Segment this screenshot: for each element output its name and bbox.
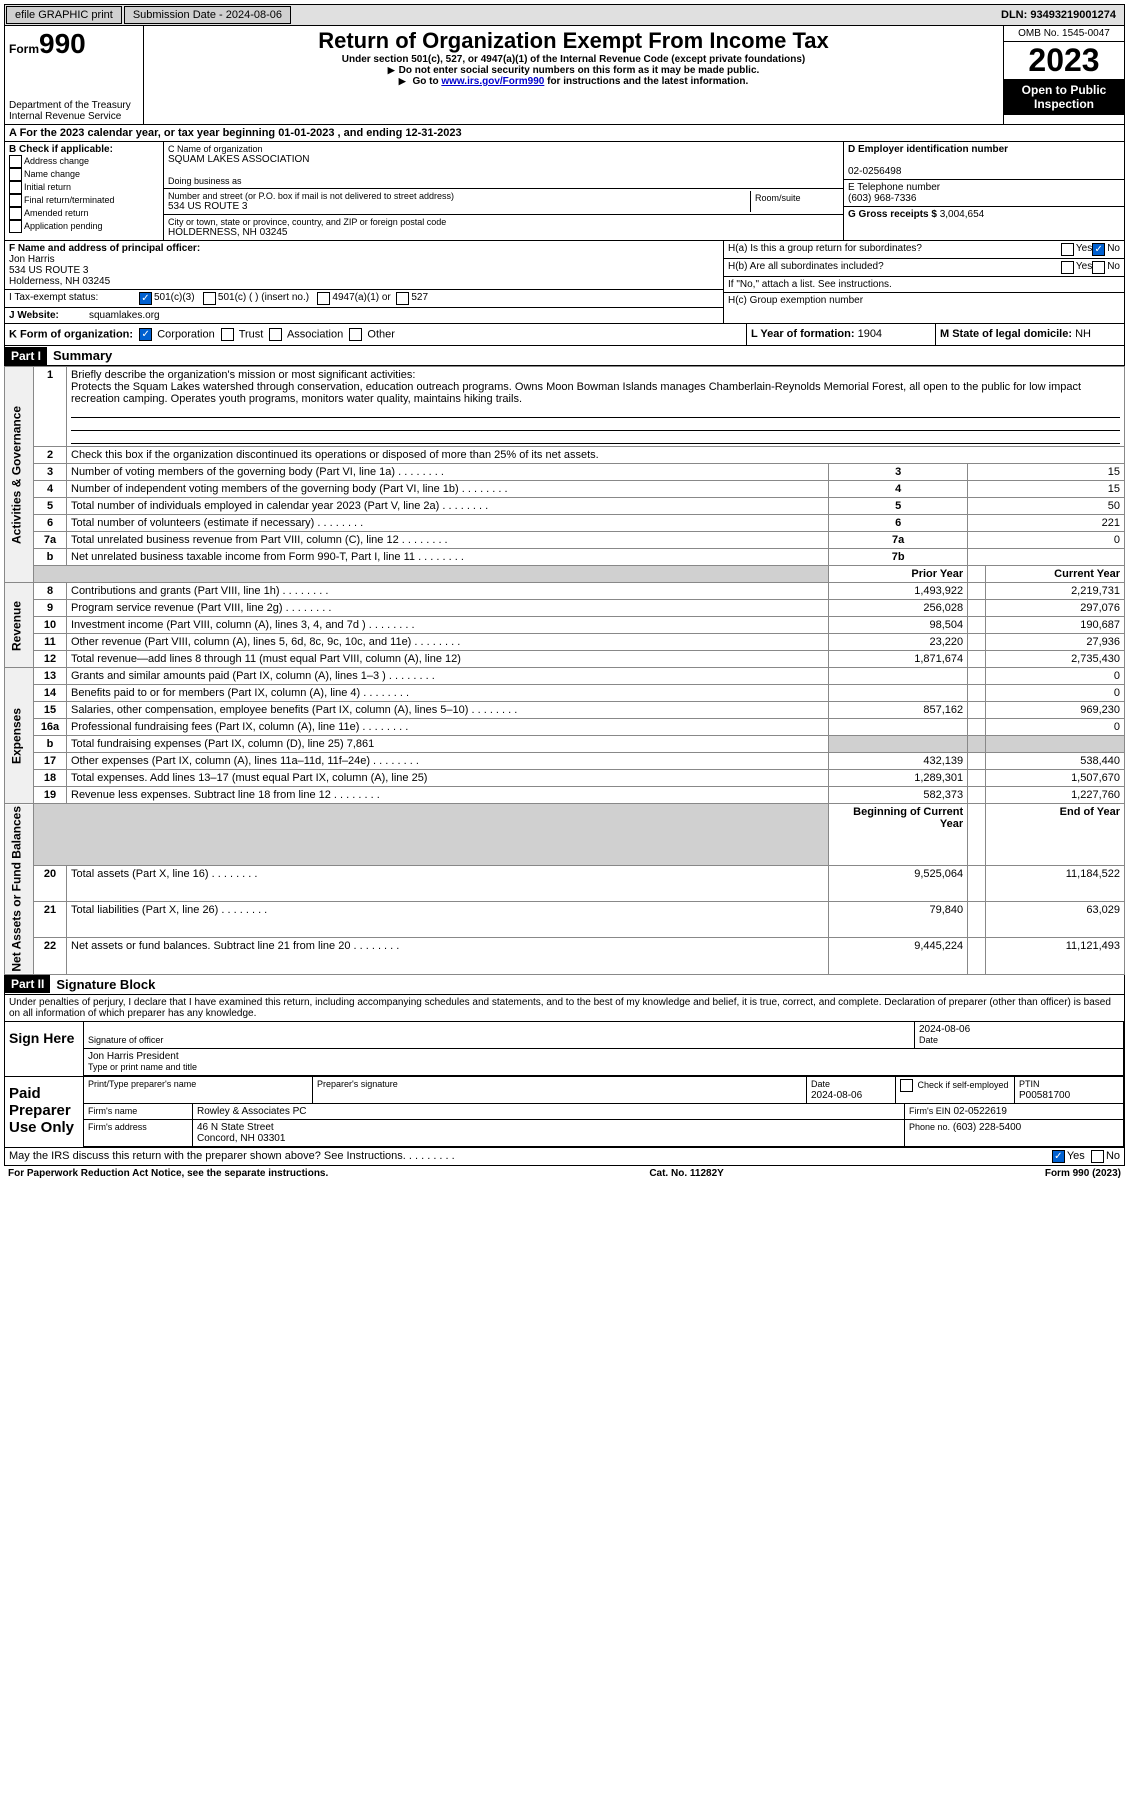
gross-receipts: 3,004,654 (940, 209, 985, 220)
line5-val: 50 (968, 498, 1125, 515)
501c3-checkbox[interactable]: ✓ (139, 292, 152, 305)
ha-yes-checkbox[interactable] (1061, 243, 1074, 256)
self-employed-checkbox[interactable] (900, 1079, 913, 1092)
exp-sidelabel: Expenses (5, 668, 34, 804)
top-bar: efile GRAPHIC print Submission Date - 20… (4, 4, 1125, 26)
ha-no-checkbox[interactable]: ✓ (1092, 243, 1105, 256)
line7b-val (968, 549, 1125, 566)
form-label: Form (9, 42, 39, 56)
amended-return-checkbox[interactable] (9, 207, 22, 220)
efile-button[interactable]: efile GRAPHIC print (6, 6, 122, 24)
city: HOLDERNESS, NH 03245 (168, 227, 839, 238)
subtitle-1: Under section 501(c), 527, or 4947(a)(1)… (148, 54, 999, 65)
officer-name: Jon Harris (9, 254, 55, 265)
year-box: OMB No. 1545-0047 2023 Open to Public In… (1003, 26, 1124, 124)
block-b: B Check if applicable: Address change Na… (5, 142, 164, 240)
ptin: P00581700 (1019, 1090, 1070, 1101)
firm-name: Rowley & Associates PC (193, 1104, 905, 1119)
tax-year: 2023 (1004, 42, 1124, 79)
subtitle-3: Go to www.irs.gov/Form990 for instructio… (148, 76, 999, 87)
street: 534 US ROUTE 3 (168, 201, 750, 212)
discuss-yes-checkbox[interactable]: ✓ (1052, 1150, 1065, 1163)
discuss-no-checkbox[interactable] (1091, 1150, 1104, 1163)
website: squamlakes.org (89, 310, 160, 321)
paid-preparer-block: Paid Preparer Use Only Print/Type prepar… (4, 1077, 1125, 1148)
line3-val: 15 (968, 464, 1125, 481)
form-title: Return of Organization Exempt From Incom… (148, 28, 999, 54)
assoc-checkbox[interactable] (269, 328, 282, 341)
summary-table: Activities & Governance 1 Briefly descri… (4, 366, 1125, 975)
form-id-box: Form990 Department of the Treasury Inter… (5, 26, 144, 124)
block-klm: K Form of organization: ✓ Corporation Tr… (4, 324, 1125, 346)
firm-phone: (603) 228-5400 (953, 1122, 1021, 1133)
line7a-val: 0 (968, 532, 1125, 549)
discuss-row: May the IRS discuss this return with the… (4, 1148, 1125, 1166)
block-d: D Employer identification number 02-0256… (843, 142, 1124, 240)
4947-checkbox[interactable] (317, 292, 330, 305)
rev-sidelabel: Revenue (5, 583, 34, 668)
row-a: A For the 2023 calendar year, or tax yea… (4, 125, 1125, 142)
name-change-checkbox[interactable] (9, 168, 22, 181)
initial-return-checkbox[interactable] (9, 181, 22, 194)
irs-label: Internal Revenue Service (9, 111, 139, 122)
open-public-label: Open to Public Inspection (1004, 79, 1124, 115)
line4-val: 15 (968, 481, 1125, 498)
subtitle-2: Do not enter social security numbers on … (148, 65, 999, 76)
year-formation: 1904 (858, 328, 882, 340)
other-checkbox[interactable] (349, 328, 362, 341)
form-number: 990 (39, 28, 86, 59)
state-domicile: NH (1075, 328, 1091, 340)
hb-no-checkbox[interactable] (1092, 261, 1105, 274)
footer: For Paperwork Reduction Act Notice, see … (4, 1166, 1125, 1181)
perjury-text: Under penalties of perjury, I declare th… (4, 995, 1125, 1022)
line6-val: 221 (968, 515, 1125, 532)
part1-header: Part I Summary (4, 346, 1125, 366)
part2-header: Part II Signature Block (4, 975, 1125, 995)
title-box: Return of Organization Exempt From Incom… (144, 26, 1003, 124)
dln-label: DLN: 93493219001274 (993, 7, 1124, 23)
omb-label: OMB No. 1545-0047 (1004, 26, 1124, 42)
irs-link[interactable]: www.irs.gov/Form990 (441, 76, 544, 87)
hb-yes-checkbox[interactable] (1061, 261, 1074, 274)
org-name: SQUAM LAKES ASSOCIATION (168, 154, 839, 165)
telephone: (603) 968-7336 (848, 193, 916, 204)
application-pending-checkbox[interactable] (9, 220, 22, 233)
501c-checkbox[interactable] (203, 292, 216, 305)
ein: 02-0256498 (848, 166, 901, 177)
submission-button[interactable]: Submission Date - 2024-08-06 (124, 6, 291, 24)
address-change-checkbox[interactable] (9, 155, 22, 168)
officer-sig-name: Jon Harris President (88, 1051, 179, 1062)
mission-text: Protects the Squam Lakes watershed throu… (71, 381, 1081, 405)
block-h: H(a) Is this a group return for subordin… (724, 241, 1124, 323)
corp-checkbox[interactable]: ✓ (139, 328, 152, 341)
block-c: C Name of organization SQUAM LAKES ASSOC… (164, 142, 843, 240)
trust-checkbox[interactable] (221, 328, 234, 341)
527-checkbox[interactable] (396, 292, 409, 305)
dept-label: Department of the Treasury (9, 100, 139, 111)
firm-ein: 02-0522619 (954, 1106, 1007, 1117)
entity-block: B Check if applicable: Address change Na… (4, 142, 1125, 241)
gov-sidelabel: Activities & Governance (5, 367, 34, 583)
final-return-checkbox[interactable] (9, 194, 22, 207)
sign-here-block: Sign Here Signature of officer 2024-08-0… (4, 1022, 1125, 1077)
form-header: Form990 Department of the Treasury Inter… (4, 26, 1125, 125)
net-sidelabel: Net Assets or Fund Balances (5, 804, 34, 975)
block-fh: F Name and address of principal officer:… (4, 241, 1125, 324)
